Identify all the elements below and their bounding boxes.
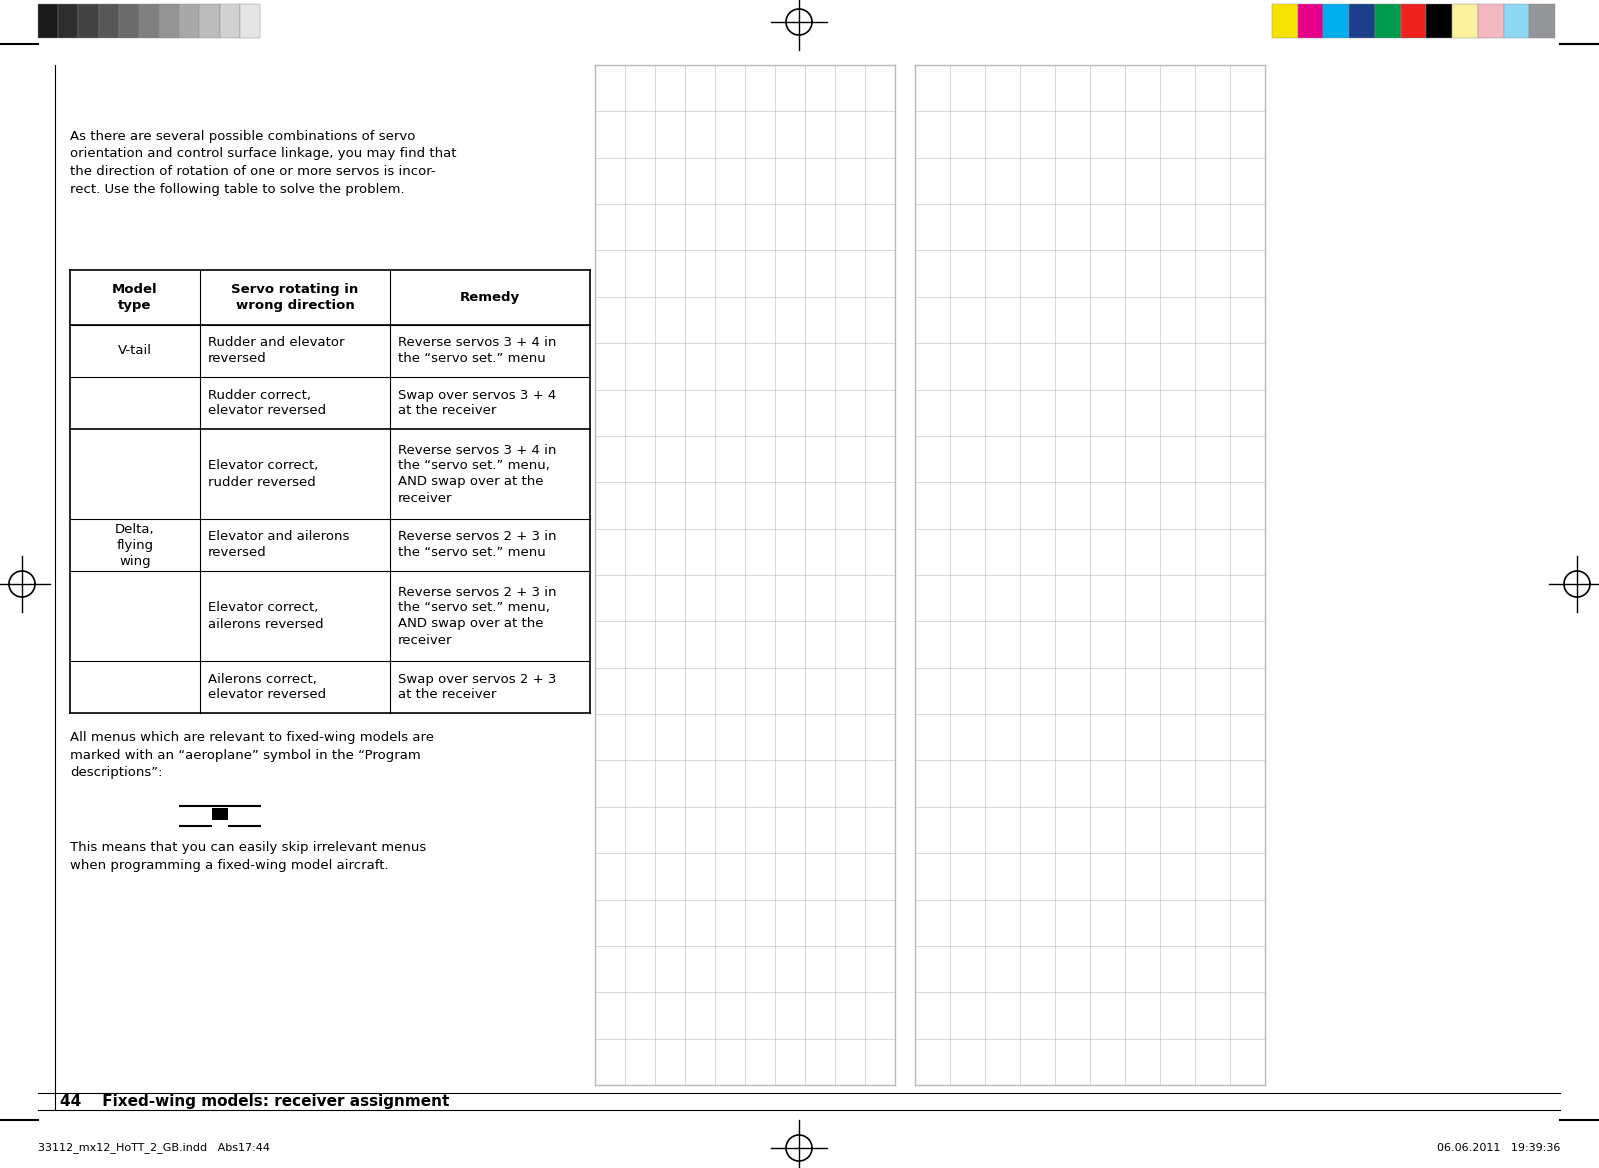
Bar bbox=[58, 4, 78, 39]
Bar bbox=[99, 4, 118, 39]
Bar bbox=[1401, 4, 1426, 39]
Text: Rudder correct,
elevator reversed: Rudder correct, elevator reversed bbox=[208, 389, 326, 417]
Text: Servo rotating in
wrong direction: Servo rotating in wrong direction bbox=[232, 283, 358, 312]
Bar bbox=[1503, 4, 1529, 39]
Bar bbox=[1324, 4, 1350, 39]
Bar bbox=[1477, 4, 1503, 39]
Bar bbox=[219, 4, 240, 39]
Text: Remedy: Remedy bbox=[461, 291, 520, 304]
Text: Swap over servos 3 + 4
at the receiver: Swap over servos 3 + 4 at the receiver bbox=[398, 389, 556, 417]
Bar bbox=[118, 4, 139, 39]
Bar bbox=[158, 4, 179, 39]
Text: All menus which are relevant to fixed-wing models are
marked with an “aeroplane”: All menus which are relevant to fixed-wi… bbox=[70, 731, 433, 779]
Text: Ailerons correct,
elevator reversed: Ailerons correct, elevator reversed bbox=[208, 673, 326, 702]
Bar bbox=[78, 4, 99, 39]
Text: V-tail: V-tail bbox=[118, 345, 152, 357]
Text: Swap over servos 2 + 3
at the receiver: Swap over servos 2 + 3 at the receiver bbox=[398, 673, 556, 702]
Bar bbox=[1426, 4, 1452, 39]
Bar bbox=[1298, 4, 1324, 39]
Bar bbox=[139, 4, 158, 39]
Text: Elevator and ailerons
reversed: Elevator and ailerons reversed bbox=[208, 530, 349, 559]
Text: Reverse servos 2 + 3 in
the “servo set.” menu: Reverse servos 2 + 3 in the “servo set.”… bbox=[398, 530, 556, 559]
Text: Delta,
flying
wing: Delta, flying wing bbox=[115, 522, 155, 568]
Bar bbox=[1375, 4, 1401, 39]
Text: Rudder and elevator
reversed: Rudder and elevator reversed bbox=[208, 336, 344, 366]
Bar bbox=[38, 4, 58, 39]
Text: Reverse servos 3 + 4 in
the “servo set.” menu: Reverse servos 3 + 4 in the “servo set.”… bbox=[398, 336, 556, 366]
Text: 44    Fixed-wing models: receiver assignment: 44 Fixed-wing models: receiver assignmen… bbox=[61, 1094, 449, 1108]
Bar bbox=[179, 4, 200, 39]
Text: As there are several possible combinations of servo
orientation and control surf: As there are several possible combinatio… bbox=[70, 130, 456, 195]
Text: Model
type: Model type bbox=[112, 283, 158, 312]
Text: Reverse servos 2 + 3 in
the “servo set.” menu,
AND swap over at the
receiver: Reverse servos 2 + 3 in the “servo set.”… bbox=[398, 585, 556, 647]
Bar bbox=[1452, 4, 1477, 39]
Text: Reverse servos 3 + 4 in
the “servo set.” menu,
AND swap over at the
receiver: Reverse servos 3 + 4 in the “servo set.”… bbox=[398, 444, 556, 505]
Text: 06.06.2011   19:39:36: 06.06.2011 19:39:36 bbox=[1436, 1143, 1561, 1153]
Text: Elevator correct,
rudder reversed: Elevator correct, rudder reversed bbox=[208, 459, 318, 488]
Bar bbox=[1271, 4, 1298, 39]
Text: 33112_mx12_HoTT_2_GB.indd   Abs17:44: 33112_mx12_HoTT_2_GB.indd Abs17:44 bbox=[38, 1142, 270, 1154]
Bar bbox=[1350, 4, 1375, 39]
Text: This means that you can easily skip irrelevant menus
when programming a fixed-wi: This means that you can easily skip irre… bbox=[70, 841, 427, 871]
Bar bbox=[1529, 4, 1554, 39]
Bar bbox=[240, 4, 261, 39]
Bar bbox=[200, 4, 219, 39]
Bar bbox=[213, 808, 229, 820]
Text: Elevator correct,
ailerons reversed: Elevator correct, ailerons reversed bbox=[208, 602, 323, 631]
